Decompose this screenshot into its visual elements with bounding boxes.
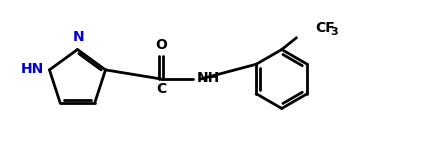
Text: O: O bbox=[155, 38, 167, 52]
Text: 3: 3 bbox=[330, 27, 338, 37]
Text: N: N bbox=[73, 30, 84, 44]
Text: CF: CF bbox=[315, 21, 335, 35]
Text: C: C bbox=[156, 82, 166, 96]
Text: NH: NH bbox=[196, 71, 220, 85]
Text: HN: HN bbox=[20, 62, 43, 76]
